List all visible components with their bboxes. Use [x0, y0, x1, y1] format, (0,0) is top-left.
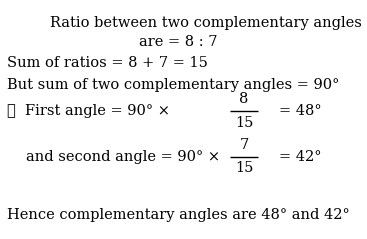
Text: = 42°: = 42° — [279, 150, 321, 163]
Text: are = 8 : 7: are = 8 : 7 — [139, 35, 218, 49]
Text: 8: 8 — [239, 92, 249, 106]
Text: But sum of two complementary angles = 90°: But sum of two complementary angles = 90… — [7, 78, 340, 92]
Text: ∴  First angle = 90° ×: ∴ First angle = 90° × — [7, 104, 170, 118]
Text: 15: 15 — [235, 162, 253, 175]
Text: = 48°: = 48° — [279, 104, 321, 118]
Text: 7: 7 — [239, 138, 249, 152]
Text: Ratio between two complementary angles: Ratio between two complementary angles — [50, 16, 361, 30]
Text: Sum of ratios = 8 + 7 = 15: Sum of ratios = 8 + 7 = 15 — [7, 56, 208, 70]
Text: 15: 15 — [235, 116, 253, 130]
Text: and second angle = 90° ×: and second angle = 90° × — [26, 150, 220, 163]
Text: Hence complementary angles are 48° and 42°: Hence complementary angles are 48° and 4… — [7, 208, 350, 222]
